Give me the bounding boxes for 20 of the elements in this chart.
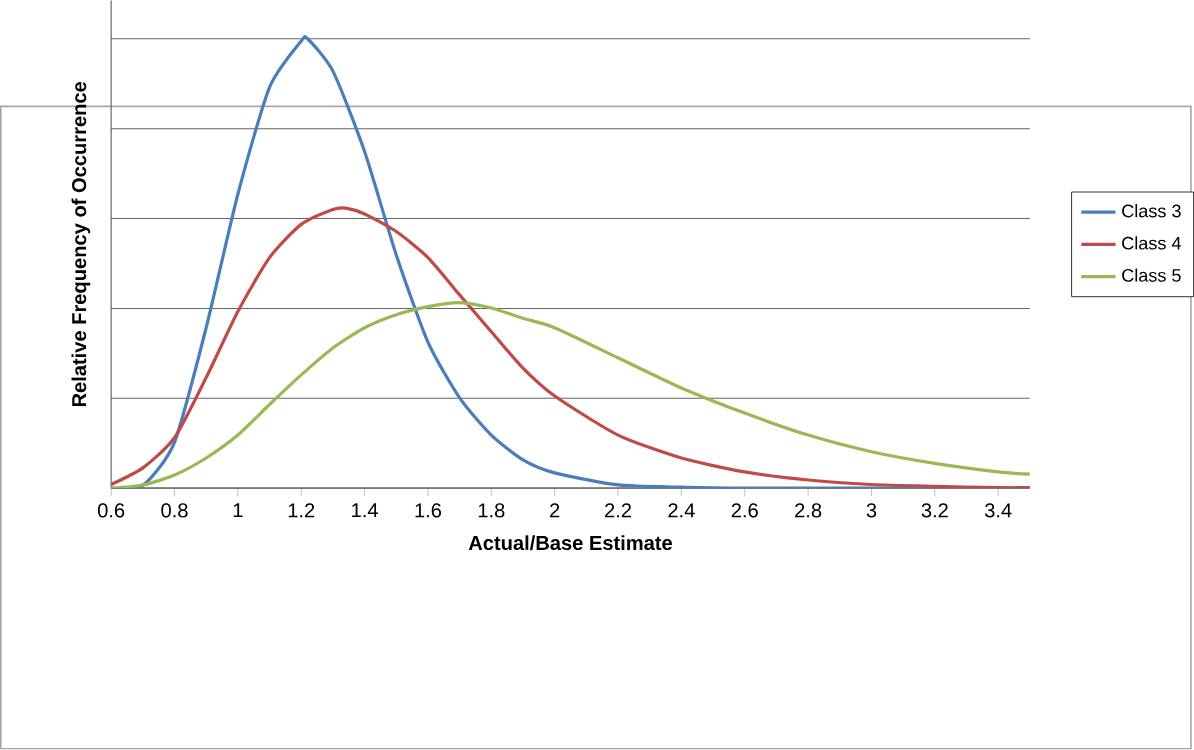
x-tick-label: 2 xyxy=(550,503,560,518)
x-axis-title: Actual/Base Estimate xyxy=(468,535,673,551)
x-tick-label: 3 xyxy=(866,503,877,518)
x-tick-label: 3.2 xyxy=(921,503,948,518)
x-tick-label: 0.6 xyxy=(97,503,125,518)
x-tick-label: 2.2 xyxy=(605,503,631,518)
x-tick-label: 2.8 xyxy=(795,503,822,518)
x-tick-label: 1.6 xyxy=(415,503,442,518)
legend-label: Class 4 xyxy=(1122,236,1181,250)
x-tick-label: 2.6 xyxy=(731,503,758,518)
x-tick-label: 3.4 xyxy=(984,503,1012,518)
legend-label: Class 5 xyxy=(1122,268,1181,283)
x-tick-label: 1.2 xyxy=(288,503,315,518)
x-tick-label: 1.4 xyxy=(352,503,378,518)
y-axis-title: Relative Frequency of Occurrence xyxy=(71,82,91,407)
x-tick-label: 0.8 xyxy=(161,503,188,518)
legend-label: Class 3 xyxy=(1122,204,1181,218)
x-tick-label: 1.8 xyxy=(478,503,505,518)
x-tick-label: 1 xyxy=(233,503,243,518)
x-tick-label: 2.4 xyxy=(668,503,695,518)
